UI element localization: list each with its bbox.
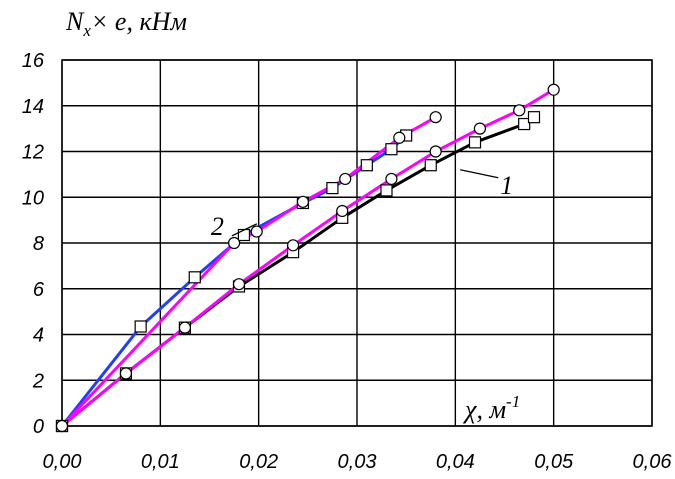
data-point (513, 104, 526, 117)
data-point (178, 321, 192, 334)
data-point (429, 111, 442, 124)
data-point (237, 228, 251, 242)
y-axis-label: Nx× e, кНм (65, 7, 187, 40)
y-tick-label: 4 (33, 325, 44, 347)
y-tick-label: 12 (22, 142, 44, 164)
x-tick-label: 0,01 (141, 451, 180, 473)
y-tick-label: 6 (33, 279, 45, 301)
leader-line-2 (231, 223, 258, 237)
y-tick-label: 14 (22, 96, 44, 118)
data-point (547, 83, 560, 96)
data-point (336, 204, 349, 218)
annotations: 1 2 (211, 169, 513, 241)
data-point (227, 236, 241, 250)
data-point (385, 143, 398, 156)
data-point (250, 225, 263, 238)
x-tick-label: 0,06 (633, 451, 673, 473)
grid (61, 59, 653, 427)
annotation-2: 2 (211, 212, 224, 241)
data-point (188, 271, 201, 284)
annotation-1: 1 (500, 171, 513, 200)
data-point (380, 184, 393, 197)
data-point (296, 195, 310, 208)
data-point (518, 117, 531, 131)
data-point (424, 159, 437, 172)
x-tick-label: 0,00 (43, 451, 82, 473)
y-tick-label: 10 (22, 187, 44, 209)
series-markers (55, 83, 560, 433)
data-point (326, 182, 339, 195)
x-tick-labels: 0,00 0,01 0,02 0,03 0,04 0,05 0,06 (43, 451, 673, 473)
plot-frame (61, 59, 653, 427)
data-point (468, 136, 482, 149)
data-point (429, 145, 442, 158)
data-point (360, 159, 373, 172)
x-tick-label: 0,03 (338, 451, 377, 473)
data-point (286, 239, 300, 252)
data-point (385, 172, 398, 186)
data-point (134, 320, 147, 333)
data-point (339, 172, 352, 186)
x-tick-label: 0,02 (239, 451, 278, 473)
y-tick-labels: 0 2 4 6 8 10 12 14 16 (22, 50, 45, 438)
y-tick-label: 8 (33, 233, 44, 255)
data-point (232, 278, 246, 291)
data-point (527, 111, 541, 124)
x-tick-label: 0,05 (534, 451, 574, 473)
y-tick-label: 16 (22, 50, 45, 72)
data-point (393, 131, 406, 144)
data-point (473, 122, 487, 135)
leader-line-1 (460, 169, 499, 179)
x-tick-label: 0,04 (436, 451, 475, 473)
x-axis-label: χ, м-1 (462, 392, 520, 424)
data-point (119, 367, 133, 380)
data-point (55, 419, 69, 433)
y-tick-label: 0 (33, 416, 44, 438)
y-tick-label: 2 (32, 370, 44, 392)
